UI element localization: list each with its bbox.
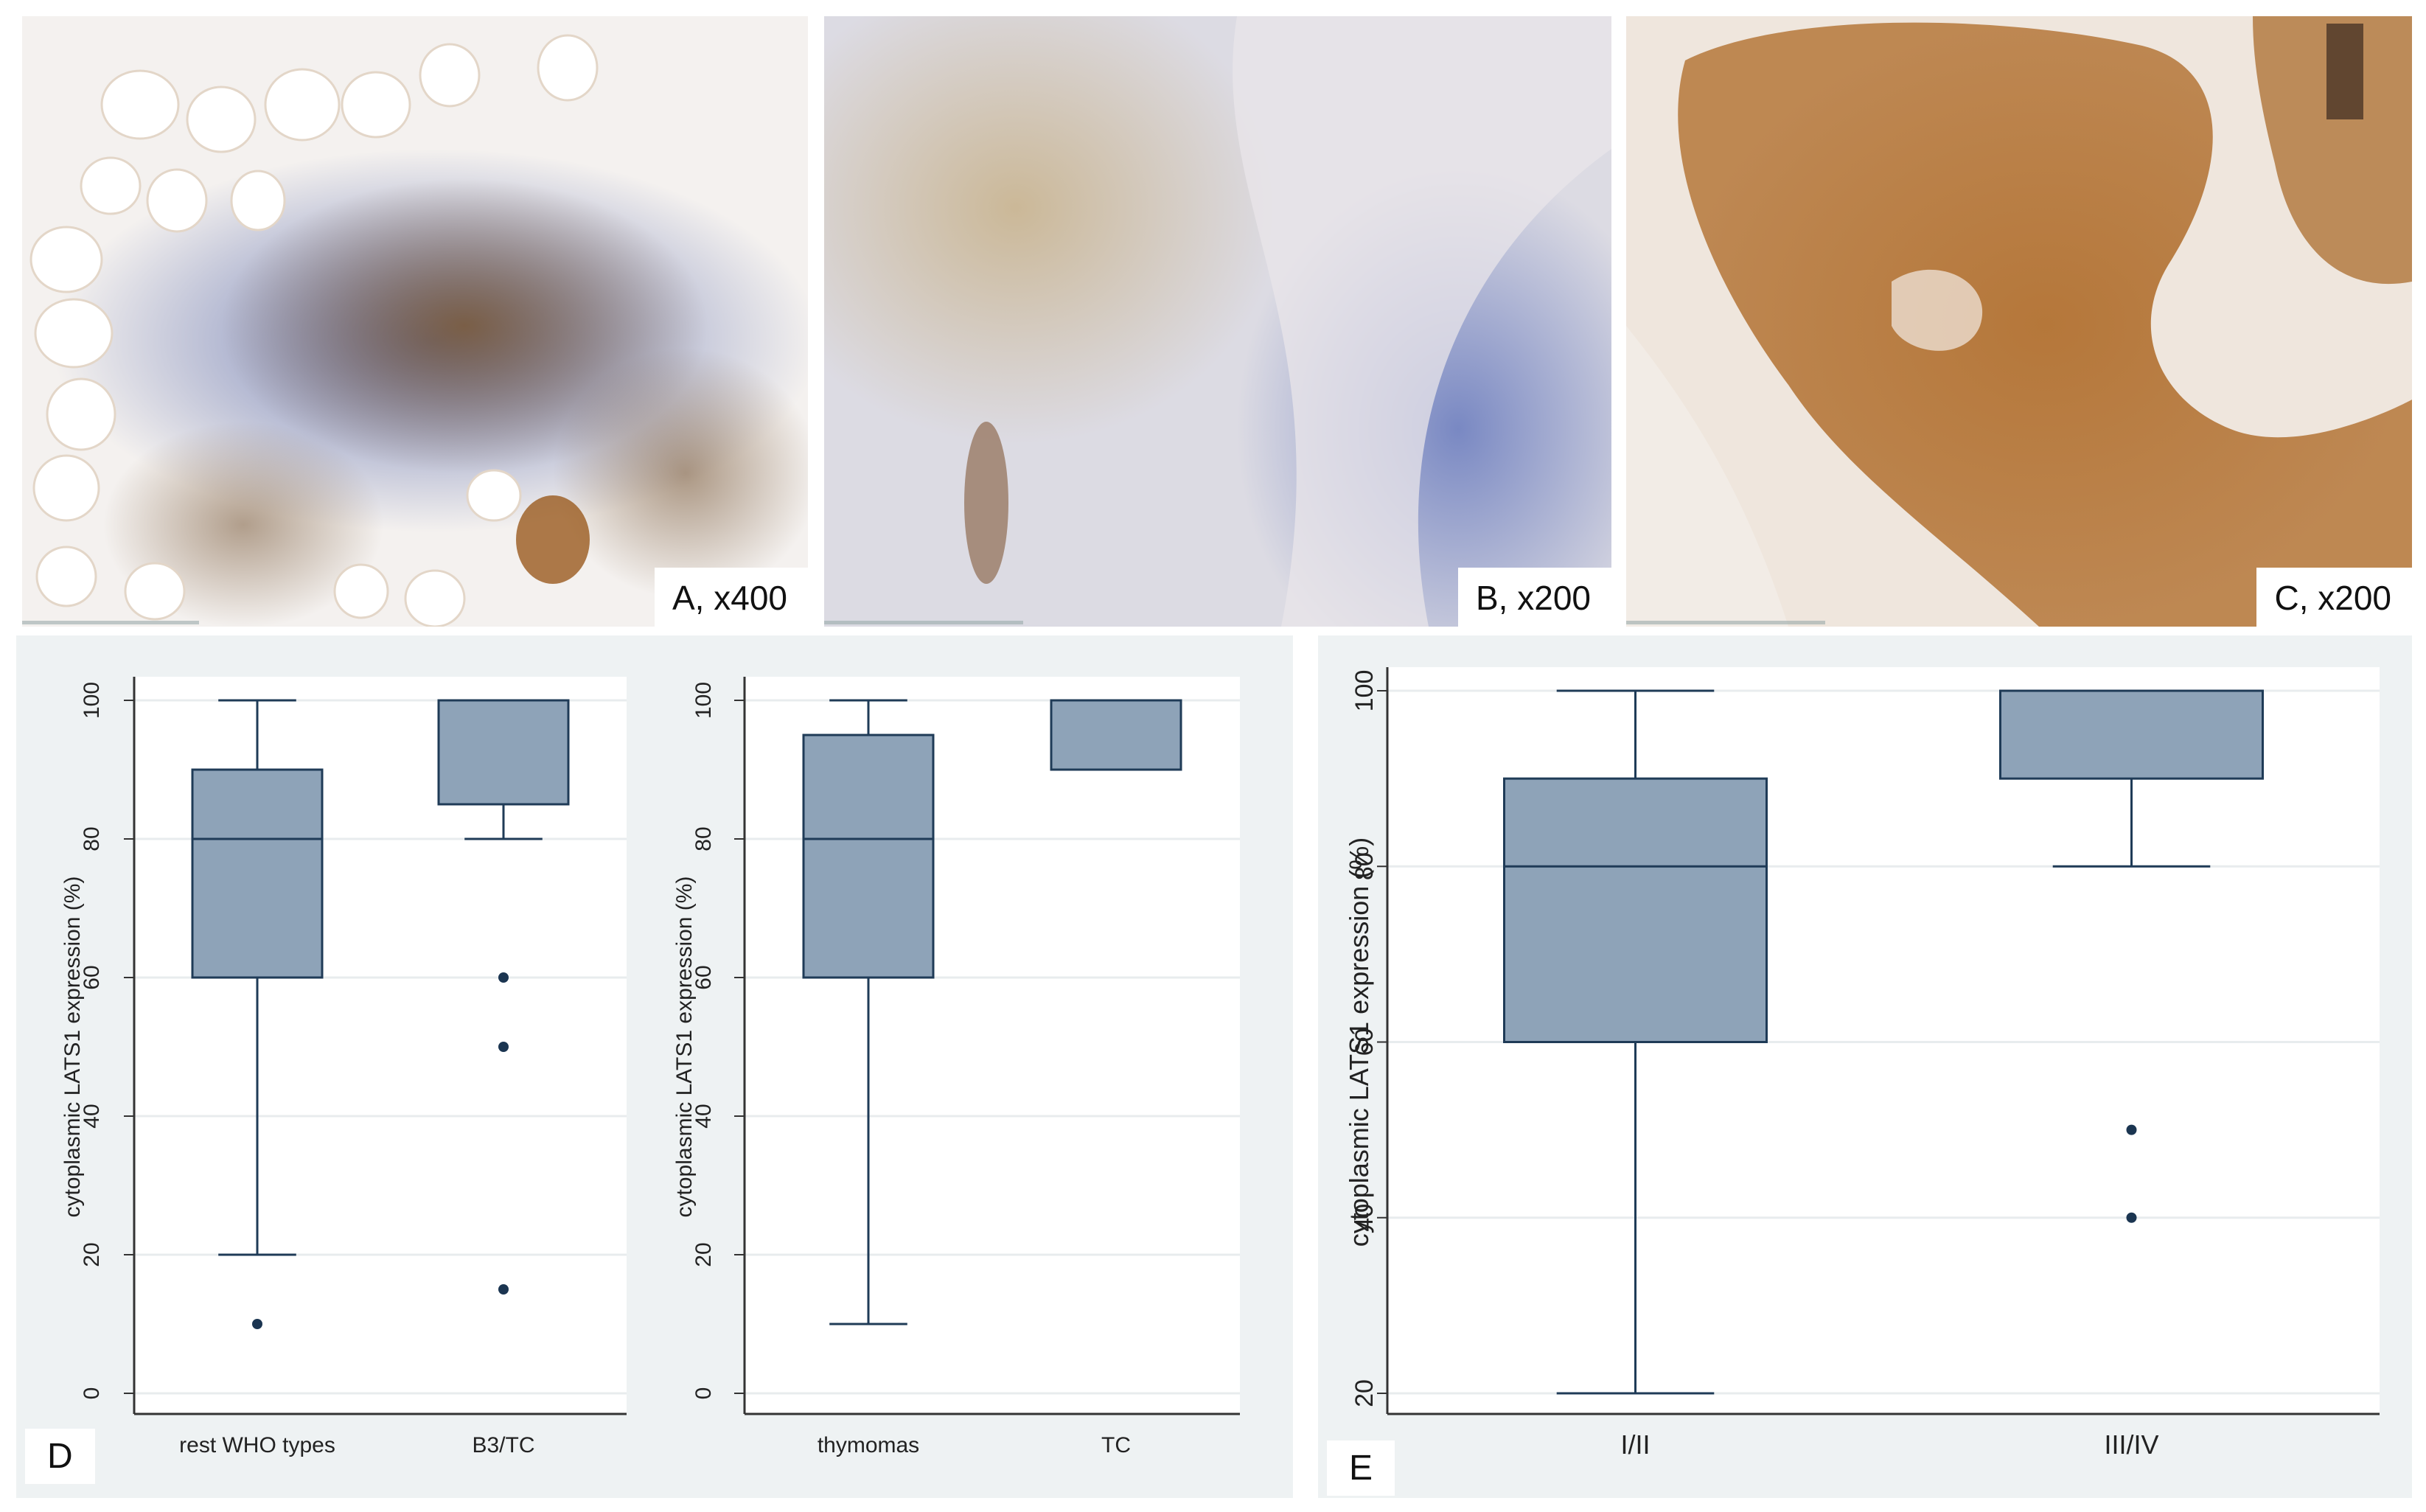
x-category-label: rest WHO types: [179, 1433, 335, 1457]
outlier-point: [252, 1319, 262, 1329]
micrograph-b-image: [824, 16, 1611, 627]
y-axis-label: cytoplasmic LATS1 expression (%): [1344, 837, 1374, 1247]
y-tick-label: 100: [691, 682, 716, 719]
box-rest-who-types: rest WHO types: [179, 699, 335, 1457]
x-category-label: B3/TC: [472, 1433, 534, 1457]
y-tick-label: 20: [691, 1242, 716, 1267]
outlier-point: [2126, 1124, 2137, 1135]
box-b3-tc: B3/TC: [437, 699, 570, 1457]
micrograph-c-image: [1626, 16, 2412, 627]
micrograph-c-label: C, x200: [2256, 568, 2412, 627]
y-tick-label: 40: [691, 1104, 716, 1128]
y-tick-label: 80: [691, 826, 716, 851]
micrograph-b: B, x200: [824, 16, 1611, 627]
y-tick-label: 100: [80, 682, 104, 719]
y-tick-label: 20: [80, 1242, 104, 1267]
y-tick-label: 40: [80, 1104, 104, 1128]
y-tick-label: 60: [691, 965, 716, 989]
outlier-point: [498, 1284, 509, 1295]
y-tick-label: 40: [1350, 1204, 1378, 1232]
iqr-box: [1999, 689, 2264, 780]
x-category-label: III/IV: [2104, 1429, 2158, 1460]
y-tick-label: 100: [1350, 670, 1378, 712]
box-i-ii: I/II: [1503, 689, 1768, 1460]
boxplot-e: 20 40 60 80 100 cytoplasmic LATS1 expression …: [1344, 667, 2380, 1460]
micrograph-a-image: [22, 16, 808, 627]
box-tc: TC: [1050, 699, 1182, 1457]
x-category-label: thymomas: [818, 1433, 919, 1457]
box-iii-iv: III/IV: [1999, 689, 2264, 1460]
y-axis-label: cytoplasmic LATS1 expression (%): [60, 877, 85, 1218]
iqr-box: [437, 699, 570, 806]
boxplot-d-right: 0 20 40 60 80 100 cytoplasmic LATS1 expression…: [672, 677, 1240, 1457]
y-tick-label: 20: [1350, 1379, 1378, 1407]
y-axis-label: cytoplasmic LATS1 expression (%): [672, 877, 697, 1218]
box-thymomas: thymomas: [802, 699, 935, 1457]
panel-d-letter: D: [25, 1429, 95, 1484]
x-category-label: TC: [1101, 1433, 1131, 1457]
micrograph-b-label: B, x200: [1458, 568, 1611, 627]
y-tick-label: 60: [80, 965, 104, 989]
iqr-box: [1503, 777, 1768, 1043]
micrograph-a: A, x400: [22, 16, 808, 627]
y-tick-label: 80: [1350, 852, 1378, 880]
x-category-label: I/II: [1620, 1429, 1650, 1460]
iqr-box: [191, 768, 324, 979]
outlier-point: [2126, 1212, 2137, 1223]
y-tick-label: 0: [80, 1387, 104, 1400]
y-tick-label: 80: [80, 826, 104, 851]
iqr-box: [802, 734, 935, 979]
outlier-point: [498, 972, 509, 983]
micrograph-c: C, x200: [1626, 16, 2412, 627]
panel-e-letter: E: [1327, 1440, 1395, 1496]
iqr-box: [1050, 699, 1182, 771]
y-tick-label: 60: [1350, 1028, 1378, 1056]
outlier-point: [498, 1042, 509, 1052]
y-tick-label: 0: [691, 1387, 716, 1400]
micrograph-a-label: A, x400: [655, 568, 808, 627]
boxplot-d-left: 0 20 40 60 80 100 cytoplasmic LATS1 expression…: [60, 677, 627, 1457]
